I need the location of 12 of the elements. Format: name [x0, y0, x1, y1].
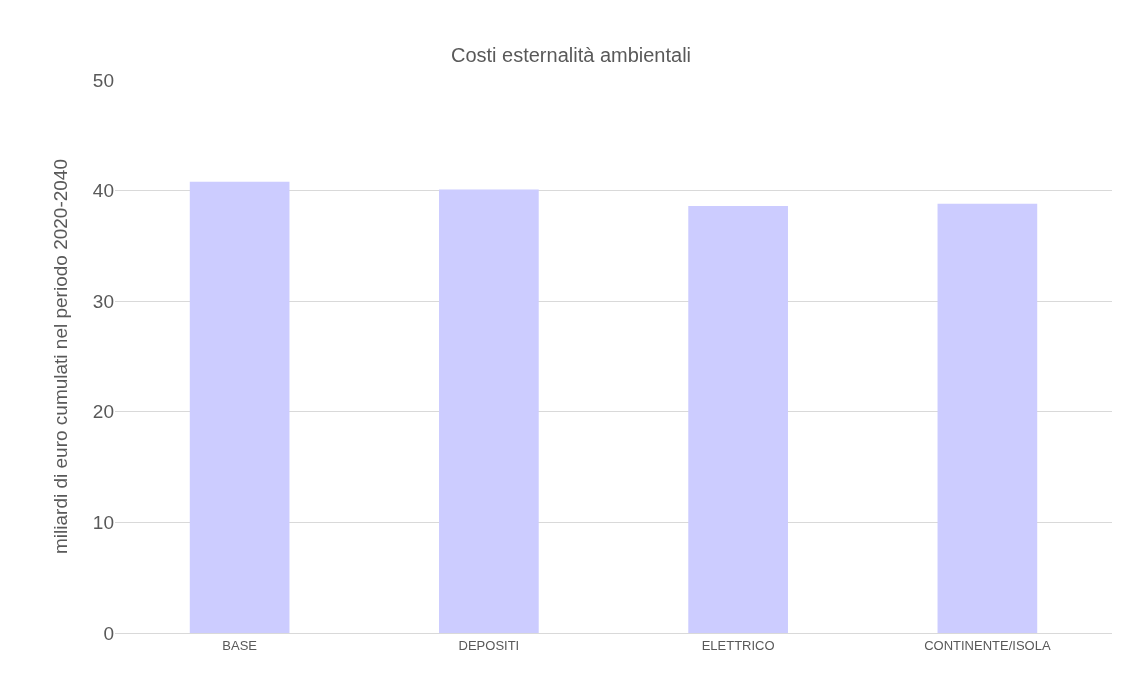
y-tick-label: 50	[92, 69, 114, 91]
x-tick-label: ELETTRICO	[701, 637, 775, 653]
y-tick-label: 30	[92, 290, 114, 312]
y-tick-label: 40	[92, 180, 114, 202]
y-axis-title: miliardi di euro cumulati nel periodo 2020-2040	[49, 158, 71, 555]
chart-title: Costi esternalità ambientali	[450, 43, 692, 66]
x-tick-label: CONTINENTE/ISOLA	[924, 637, 1051, 653]
x-tick-label: BASE	[222, 637, 258, 653]
y-tick-label: 20	[92, 401, 114, 423]
y-tick-label: 0	[103, 622, 114, 644]
y-tick-label: 10	[92, 512, 114, 534]
x-tick-label: DEPOSITI	[458, 637, 520, 653]
